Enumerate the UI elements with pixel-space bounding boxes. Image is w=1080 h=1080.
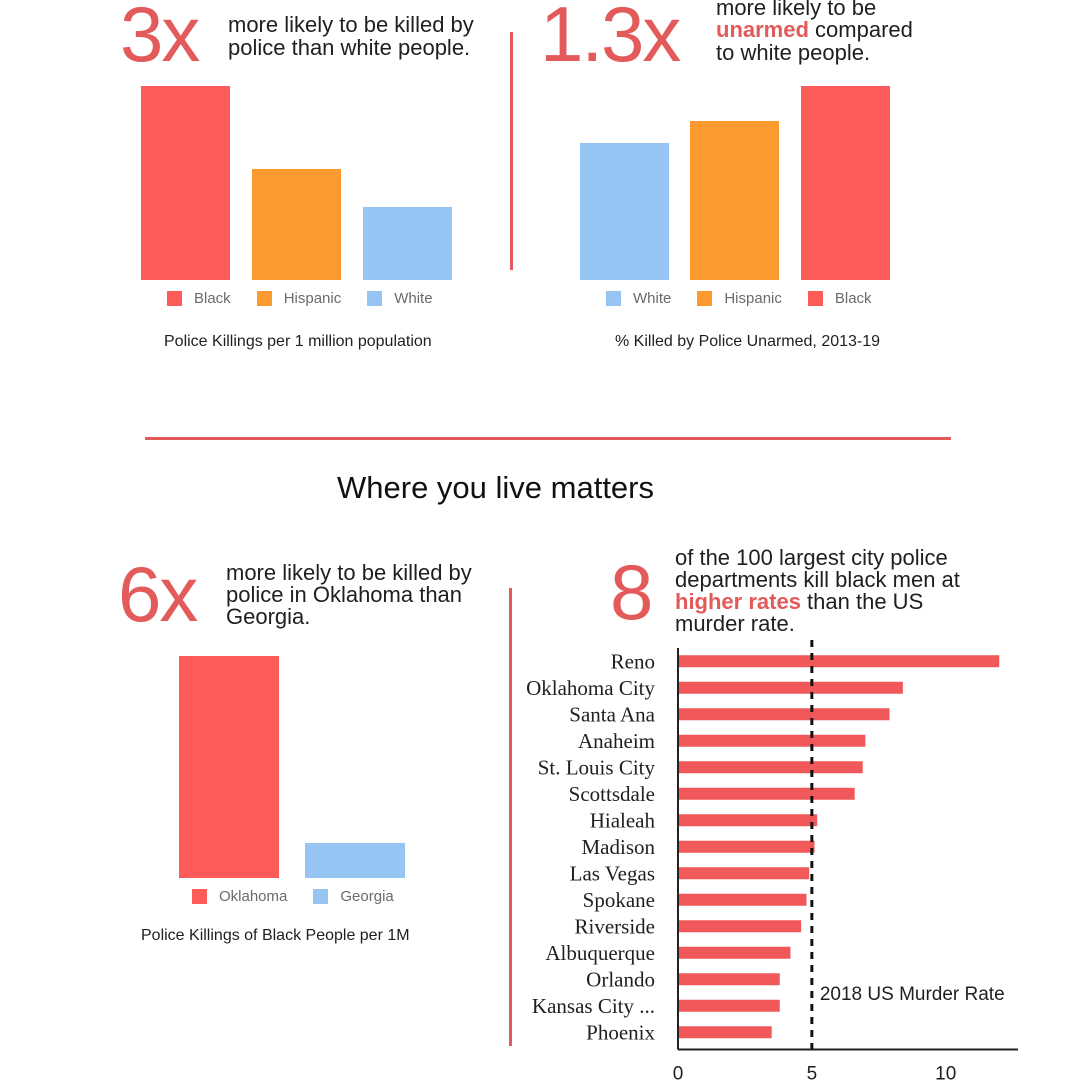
- legend-swatch-georgia: [313, 889, 329, 904]
- city-bar-14: [678, 1026, 772, 1039]
- city-bar-10: [678, 920, 802, 933]
- stat-8-highlight: higher rates: [675, 589, 801, 614]
- city-bar-8: [678, 867, 810, 880]
- legend-label-white-2: White: [633, 290, 672, 307]
- legend-label-hispanic-2: Hispanic: [724, 290, 782, 307]
- bottom-divider: [509, 588, 512, 1046]
- city-label-0: Reno: [611, 649, 655, 673]
- city-bar-7: [678, 840, 815, 853]
- stat-8-value: 8: [610, 548, 654, 636]
- city-bar-12: [678, 973, 780, 986]
- city-label-6: Hialeah: [590, 808, 656, 832]
- legend-swatch-black: [167, 291, 182, 306]
- stat-6x-text-line3: Georgia.: [226, 604, 311, 629]
- city-x-tick-0: 0: [673, 1064, 684, 1080]
- city-label-12: Orlando: [586, 967, 655, 991]
- section-divider: [145, 437, 951, 440]
- city-bar-6: [678, 814, 818, 827]
- city-bar-9: [678, 893, 807, 906]
- city-bar-3: [678, 734, 866, 747]
- bar-oklahoma: [179, 656, 279, 878]
- legend-label-hispanic: Hispanic: [283, 290, 342, 307]
- city-bar-4: [678, 761, 863, 774]
- city-label-7: Madison: [582, 835, 656, 859]
- city-x-tick-2: 10: [935, 1064, 956, 1080]
- legend-swatch-hispanic: [256, 291, 272, 306]
- stat-8-text-line1: of the 100 largest city police: [675, 545, 948, 570]
- city-label-11: Albuquerque: [545, 941, 655, 965]
- stat-3x-text-line2: police than white people.: [228, 35, 471, 60]
- stat-1-3x-text-line2: unarmed compared: [716, 19, 913, 41]
- stat-6x-text-line2: police in Oklahoma than: [226, 582, 463, 607]
- city-bar-1: [678, 681, 903, 694]
- stat-8-text-line4: murder rate.: [675, 611, 795, 636]
- stat-6x-value: 6x: [118, 550, 198, 638]
- legend-chart3: Oklahoma Georgia: [192, 888, 420, 905]
- legend-item-black: Black: [167, 290, 231, 307]
- stat-1-3x-text-line1: more likely to be: [716, 0, 877, 20]
- stat-3x-value: 3x: [120, 0, 200, 78]
- bar-hispanic: [252, 169, 341, 280]
- legend-item-black-2: Black: [807, 290, 872, 307]
- stat-1-3x-value: 1.3x: [540, 0, 681, 78]
- legend-swatch-hispanic-2: [697, 291, 713, 306]
- stat-8-text-line3: higher rates than the US: [675, 591, 923, 613]
- city-label-2: Santa Ana: [569, 702, 655, 726]
- city-label-4: St. Louis City: [538, 755, 656, 779]
- legend-chart2: White Hispanic Black: [606, 290, 898, 307]
- legend-item-hispanic-2: Hispanic: [697, 290, 782, 307]
- city-bar-5: [678, 787, 855, 800]
- legend-item-hispanic: Hispanic: [256, 290, 342, 307]
- stat-8-text-line2: departments kill black men at: [675, 567, 960, 592]
- city-label-13: Kansas City ...: [532, 994, 655, 1018]
- section-title: Where you live matters: [337, 470, 654, 505]
- legend-item-oklahoma: Oklahoma: [192, 888, 287, 905]
- reference-line-label: 2018 US Murder Rate: [820, 984, 1005, 1005]
- legend-swatch-black-2: [807, 291, 823, 306]
- city-bar-11: [678, 946, 791, 959]
- legend-item-white: White: [367, 290, 433, 307]
- stat-3x-text-line1: more likely to be killed by: [228, 12, 474, 37]
- legend-swatch-oklahoma: [192, 889, 207, 904]
- top-divider: [510, 32, 513, 270]
- stat-1-3x-text-rest: compared: [808, 17, 913, 42]
- city-bar-0: [678, 655, 1000, 668]
- city-label-3: Anaheim: [578, 729, 655, 753]
- legend-item-georgia: Georgia: [313, 888, 394, 905]
- bar-white-unarmed: [580, 143, 669, 280]
- legend-label-oklahoma: Oklahoma: [219, 888, 288, 905]
- stat-8-text-rest: than the US: [800, 589, 924, 614]
- legend-label-black: Black: [194, 290, 231, 307]
- city-label-1: Oklahoma City: [526, 676, 655, 700]
- bar-hispanic-unarmed: [690, 121, 779, 280]
- legend-label-georgia: Georgia: [340, 888, 394, 905]
- chart1-caption: Police Killings per 1 million population: [164, 333, 432, 350]
- bar-white: [363, 207, 452, 280]
- stat-1-3x-highlight: unarmed: [716, 17, 809, 42]
- city-label-8: Las Vegas: [570, 861, 655, 885]
- chart3-caption: Police Killings of Black People per 1M: [141, 927, 410, 944]
- city-label-10: Riverside: [575, 914, 655, 938]
- city-label-9: Spokane: [583, 888, 655, 912]
- bar-black-unarmed: [801, 86, 890, 280]
- legend-item-white-2: White: [606, 290, 671, 307]
- legend-chart1: Black Hispanic White: [167, 290, 459, 307]
- stat-1-3x-text-line3: to white people.: [716, 40, 871, 65]
- legend-label-black-2: Black: [834, 290, 872, 307]
- city-x-tick-1: 5: [807, 1064, 818, 1080]
- legend-swatch-white-2: [606, 291, 621, 306]
- city-bar-2: [678, 708, 890, 721]
- city-label-14: Phoenix: [586, 1020, 655, 1044]
- legend-label-white: White: [394, 290, 433, 307]
- legend-swatch-white: [367, 291, 383, 306]
- city-bar-13: [678, 999, 780, 1012]
- bar-black: [141, 86, 230, 280]
- stat-6x-text-line1: more likely to be killed by: [226, 560, 472, 585]
- bar-georgia: [305, 843, 405, 878]
- city-label-5: Scottsdale: [569, 782, 655, 806]
- chart2-caption: % Killed by Police Unarmed, 2013-19: [615, 333, 881, 350]
